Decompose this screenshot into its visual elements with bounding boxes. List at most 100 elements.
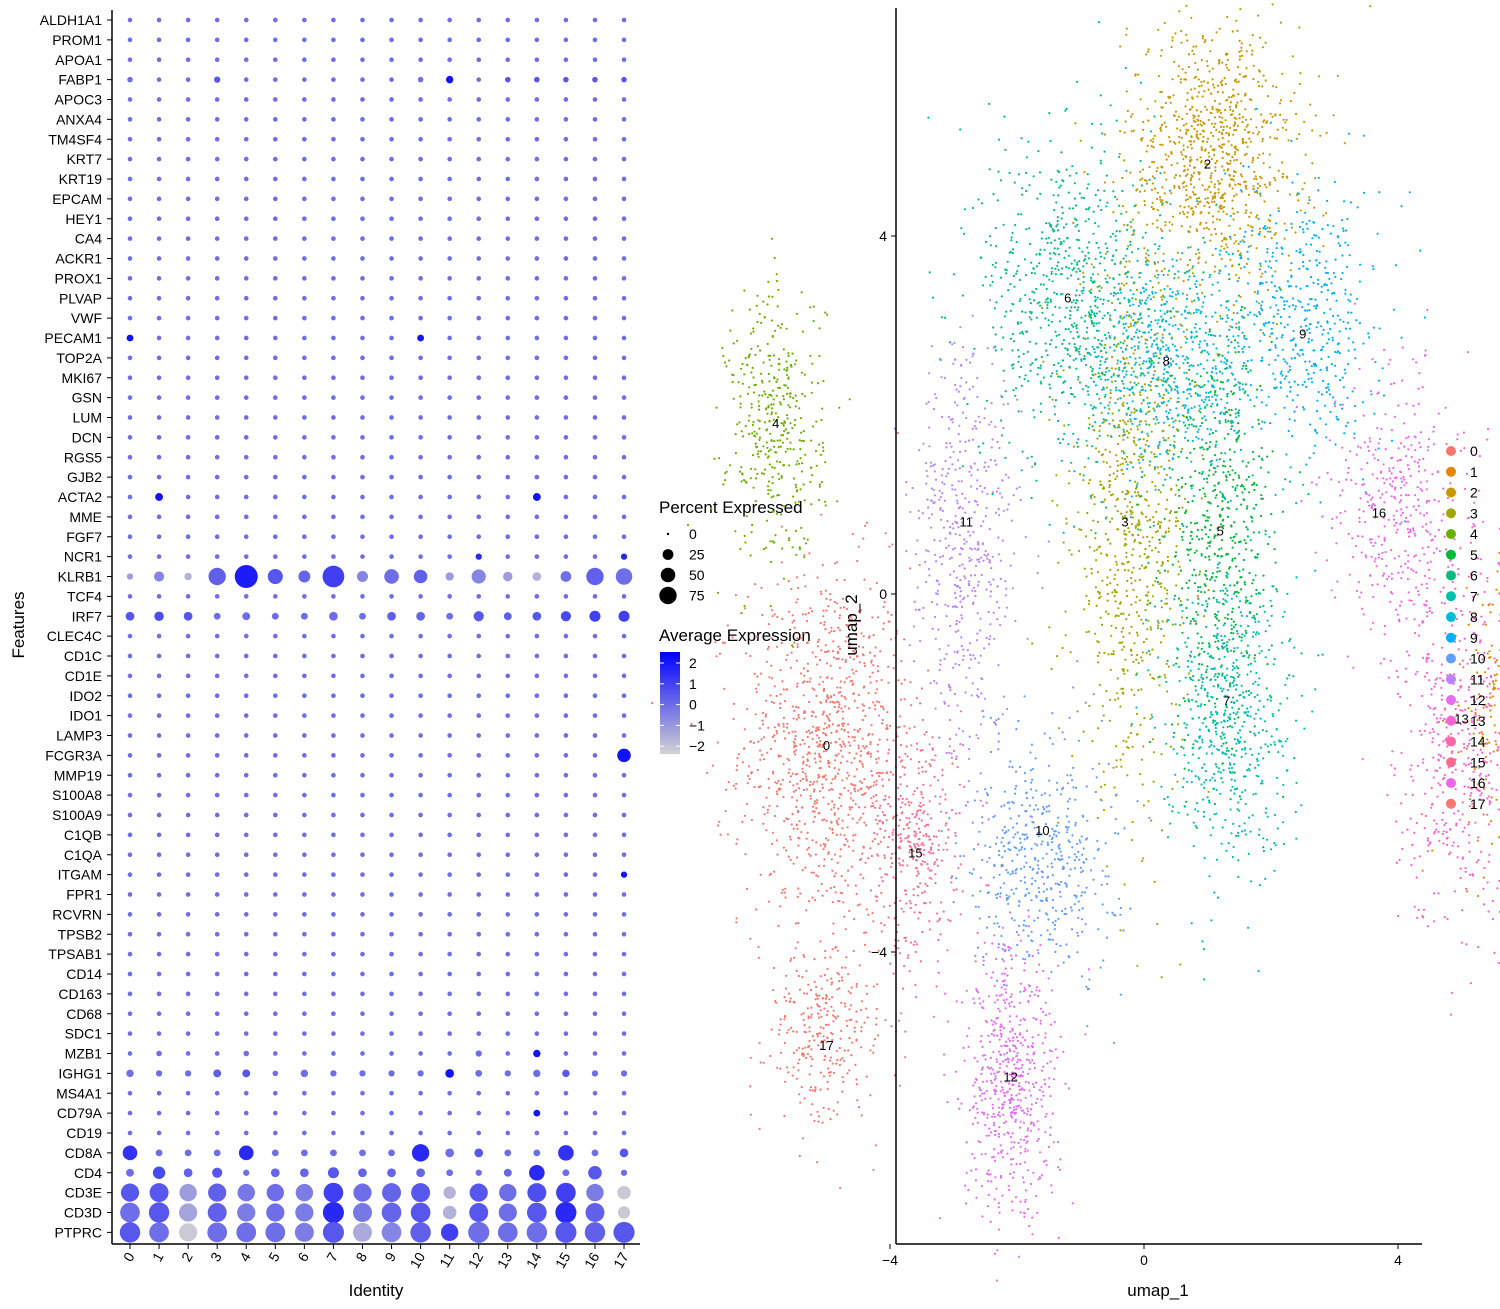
dot-IDO1-14: [534, 713, 540, 718]
dot-CD19-0: [127, 1130, 133, 1136]
feature-label: ACKR1: [55, 251, 102, 267]
dot-FGF7-13: [505, 534, 511, 540]
dot-CD1C-10: [418, 653, 423, 659]
dot-CD14-9: [389, 971, 394, 977]
feature-label: PLVAP: [59, 290, 102, 306]
dot-FCGR3A-14: [534, 753, 540, 758]
dot-APOC3-9: [389, 97, 394, 102]
dot-CD1C-13: [505, 653, 511, 659]
dot-PROX1-7: [331, 276, 336, 281]
dot-C1QB-12: [476, 832, 482, 838]
dot-APOA1-3: [214, 57, 220, 63]
dot-LUM-3: [214, 415, 220, 420]
dot-MME-13: [505, 514, 511, 520]
dot-ANXA4-9: [389, 117, 394, 122]
dot-IRF7-4: [242, 612, 251, 621]
dot-C1QB-1: [156, 832, 162, 838]
dot-CD3D-13: [498, 1203, 517, 1222]
dot-GJB2-7: [331, 474, 336, 480]
dot-NCR1-15: [563, 554, 569, 559]
dot-PECAM1-4: [243, 335, 249, 341]
dot-FGF7-4: [243, 534, 249, 540]
dot-LUM-7: [331, 415, 336, 420]
dot-GSN-6: [302, 395, 307, 400]
dot-CA4-9: [389, 236, 394, 241]
dot-TPSAB1-7: [331, 951, 336, 957]
dot-RGS5-3: [214, 454, 220, 460]
dot-FABP1-3: [214, 76, 221, 83]
dot-CD79A-4: [243, 1110, 249, 1116]
dot-ITGAM-1: [156, 872, 162, 877]
dot-GJB2-8: [360, 474, 365, 480]
dot-ACKR1-3: [214, 256, 220, 261]
dot-TPSB2-2: [185, 931, 191, 937]
dot-CD1E-12: [476, 673, 482, 679]
dot-FPR1-6: [302, 892, 307, 897]
dot-CD4-13: [503, 1168, 512, 1177]
dot-CD3E-3: [208, 1183, 227, 1202]
dot-RGS5-6: [302, 454, 307, 460]
dot-FGF7-12: [476, 534, 482, 540]
dot-GSN-3: [214, 395, 220, 400]
dot-CD4-15: [562, 1169, 570, 1177]
dot-ANXA4-2: [185, 117, 191, 122]
feature-label: MKI67: [62, 370, 103, 386]
dot-TPSB2-13: [505, 931, 511, 937]
dot-PLVAP-9: [389, 295, 394, 301]
dot-CD163-7: [331, 991, 336, 997]
dot-FPR1-7: [331, 892, 336, 897]
color-legend-label: −1: [689, 717, 705, 733]
dot-ALDH1A1-9: [389, 17, 394, 23]
dot-IGHG1-8: [359, 1070, 366, 1077]
dot-LAMP3-0: [127, 733, 133, 738]
feature-label: ITGAM: [58, 867, 102, 883]
dot-MME-10: [418, 514, 423, 520]
dot-PROX1-11: [447, 276, 452, 281]
dot-TOP2A-10: [418, 355, 423, 361]
dot-FGF7-10: [418, 534, 423, 540]
feature-label: S100A9: [52, 807, 102, 823]
dot-VWF-3: [214, 315, 220, 321]
size-legend-dot: [659, 586, 677, 605]
dot-DCN-6: [302, 435, 307, 440]
dot-CA4-6: [302, 236, 307, 241]
identity-label: 12: [465, 1249, 487, 1271]
dot-RGS5-9: [389, 454, 394, 460]
dot-CD163-16: [592, 991, 598, 997]
dot-KRT7-1: [156, 156, 162, 162]
dot-MMP19-17: [621, 772, 627, 778]
feature-label: S100A8: [52, 787, 102, 803]
dot-KRT19-2: [185, 176, 191, 182]
dot-TM4SF4-14: [534, 136, 540, 142]
dot-FABP1-6: [302, 77, 307, 82]
color-legend-label: 2: [689, 655, 697, 671]
dot-KRT19-8: [360, 176, 365, 182]
dot-CD68-7: [331, 1011, 336, 1017]
dot-ALDH1A1-14: [534, 17, 540, 23]
dot-TPSAB1-6: [302, 951, 307, 957]
dot-ANXA4-10: [418, 117, 423, 122]
dot-CD79A-5: [272, 1110, 278, 1116]
dot-CD1C-1: [156, 653, 162, 659]
dot-PTPRC-8: [352, 1222, 372, 1242]
dot-IDO2-9: [389, 693, 394, 699]
dot-MMP19-10: [418, 772, 423, 778]
dot-MS4A1-14: [534, 1090, 540, 1096]
dot-S100A9-13: [505, 812, 511, 818]
dot-C1QA-3: [214, 852, 220, 858]
dot-CLEC4C-14: [534, 633, 540, 639]
identity-label: 1: [149, 1249, 167, 1264]
dot-CD8A-6: [300, 1149, 308, 1157]
dot-CD4-9: [387, 1168, 396, 1178]
umap-legend-label: 7: [1470, 588, 1478, 604]
dot-CD163-14: [534, 991, 540, 997]
dot-CA4-14: [534, 236, 540, 241]
dot-ACTA2-13: [505, 494, 511, 500]
dot-KRT19-9: [389, 176, 394, 182]
dot-FPR1-5: [272, 892, 278, 897]
dot-ANXA4-14: [534, 117, 540, 122]
dot-IGHG1-13: [504, 1070, 511, 1077]
dot-CLEC4C-11: [447, 633, 452, 639]
dot-IRF7-10: [416, 611, 425, 621]
dot-CD1E-11: [447, 673, 452, 679]
